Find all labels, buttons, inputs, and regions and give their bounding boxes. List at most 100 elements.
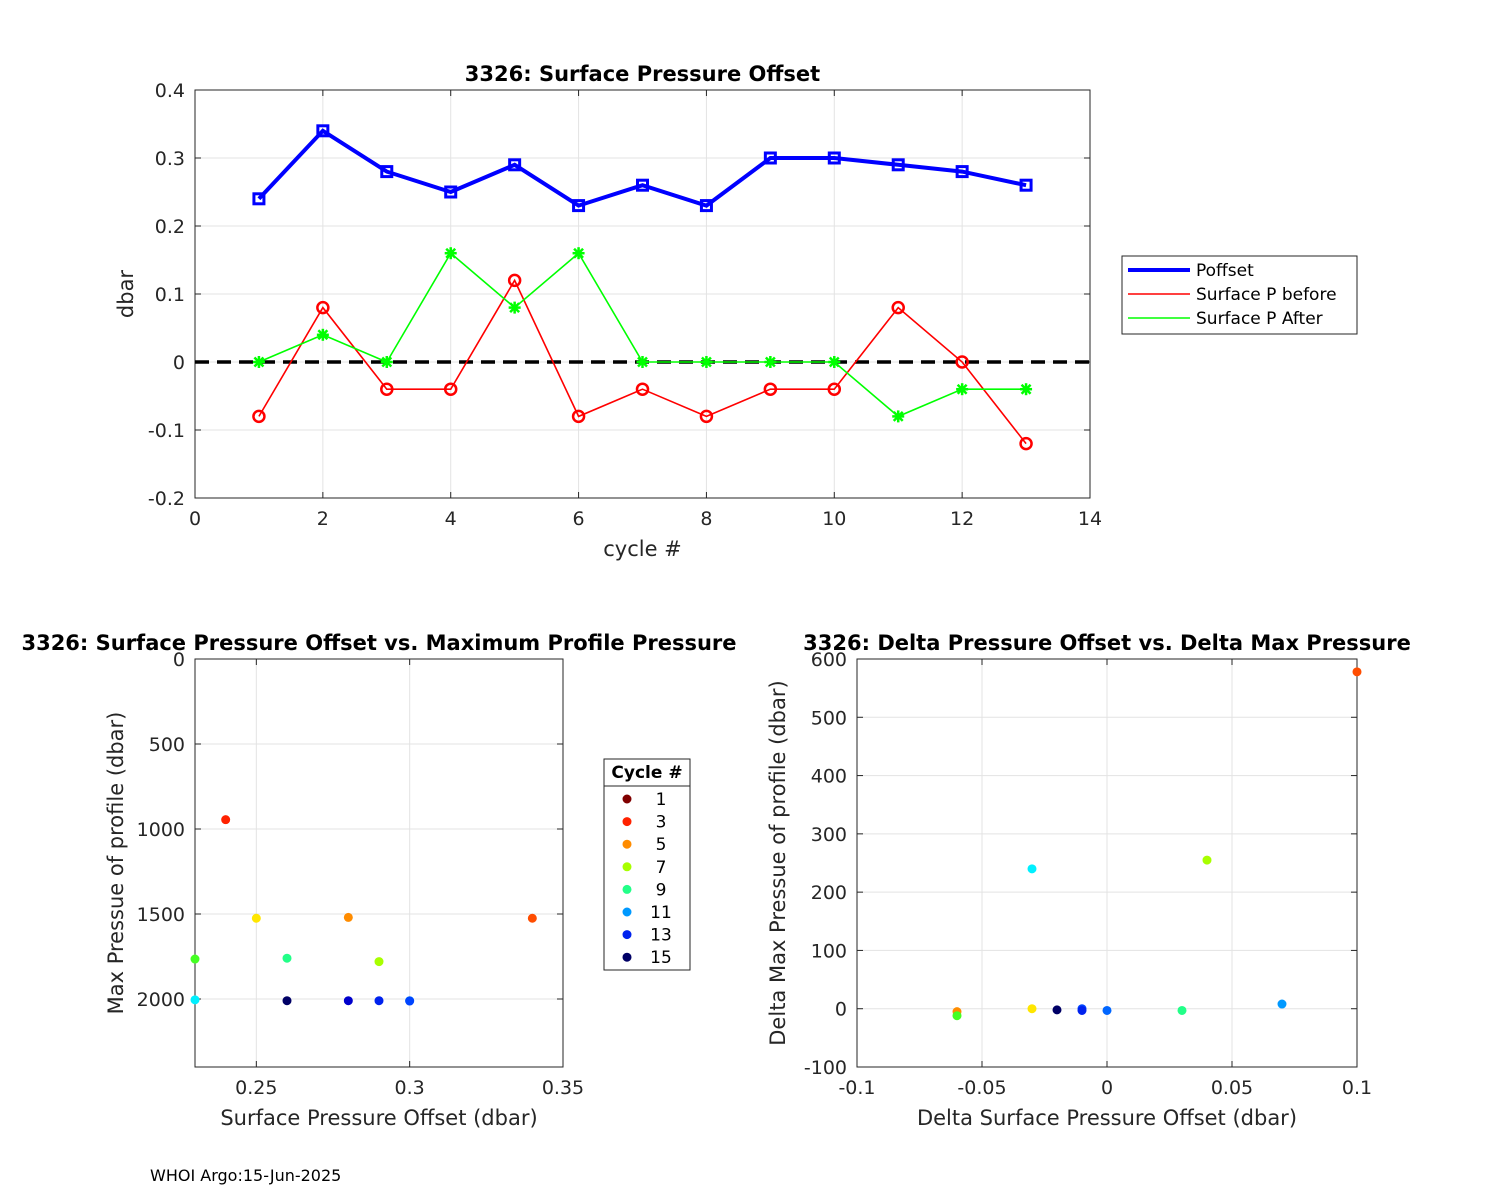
x-tick-label: 6 xyxy=(573,508,585,530)
y-tick-label: 1000 xyxy=(137,819,185,841)
x-tick-label: 8 xyxy=(700,508,712,530)
x-axis-label: Surface Pressure Offset (dbar) xyxy=(220,1106,537,1130)
asterisk-stroke xyxy=(445,247,457,259)
chart-title: 3326: Surface Pressure Offset vs. Maximu… xyxy=(21,631,736,655)
scatter-point xyxy=(1077,1005,1087,1015)
scatter-point xyxy=(1352,667,1362,677)
y-axis-label: Max Pressue of profile (dbar) xyxy=(104,712,128,1015)
legend-swatch xyxy=(622,817,632,827)
asterisk-stroke xyxy=(764,356,776,368)
x-tick-label: 0.25 xyxy=(235,1077,277,1099)
y-axis-label: Delta Max Pressue of profile (dbar) xyxy=(766,680,790,1045)
line-legend: Poffset Surface P before Surface P After xyxy=(1121,255,1358,335)
legend-label: 9 xyxy=(656,880,667,900)
asterisk-stroke xyxy=(892,411,904,422)
asterisk-stroke xyxy=(701,356,712,368)
asterisk-stroke xyxy=(828,356,840,368)
data-point xyxy=(699,409,714,424)
data-point xyxy=(380,165,394,179)
x-tick-label: 0.05 xyxy=(1211,1077,1253,1099)
data-point xyxy=(636,356,649,368)
y-tick-label: 200 xyxy=(811,882,847,904)
chart-3: -0.1 -0.05 0 0.05 0.1 -100 0 100 200 300 400 500 600… xyxy=(766,631,1411,1130)
data-point xyxy=(1019,436,1033,451)
data-point xyxy=(955,165,969,179)
y-tick-label: 100 xyxy=(811,940,847,962)
data-point xyxy=(572,247,585,260)
y-tick-label: 0 xyxy=(835,999,847,1021)
y-tick-label: 400 xyxy=(811,766,847,788)
x-axis-label: cycle # xyxy=(603,537,682,561)
data-point xyxy=(635,382,650,396)
scatter-point xyxy=(221,815,231,825)
asterisk-stroke xyxy=(1020,383,1032,395)
x-tick-label: 2 xyxy=(317,508,329,530)
legend-label: 15 xyxy=(650,948,672,968)
x-tick-label: 12 xyxy=(950,508,974,530)
data-point xyxy=(252,192,266,206)
data-point xyxy=(763,151,777,165)
scatter-point xyxy=(1102,1005,1112,1015)
scatter-point xyxy=(1202,855,1212,865)
x-axis-label: Delta Surface Pressure Offset (dbar) xyxy=(917,1106,1297,1130)
y-tick-label: 0 xyxy=(173,649,185,671)
data-point xyxy=(764,356,777,368)
asterisk-stroke xyxy=(956,383,968,395)
legend-label: Surface P before xyxy=(1196,285,1337,305)
data-point xyxy=(252,356,265,368)
data-point xyxy=(571,409,586,424)
axes-box xyxy=(194,658,564,1068)
data-point xyxy=(1020,383,1033,396)
y-tick-label: 0.2 xyxy=(155,216,185,238)
data-point xyxy=(700,356,713,368)
data-point xyxy=(636,178,649,192)
data-point xyxy=(444,247,457,260)
legend-swatch xyxy=(622,884,632,894)
legend-label: Surface P After xyxy=(1196,309,1323,329)
data-point xyxy=(252,409,266,424)
x-tick-label: 4 xyxy=(445,508,457,530)
data-point xyxy=(891,158,905,172)
legend-box xyxy=(603,758,691,971)
data-point xyxy=(316,124,330,138)
legend-swatch xyxy=(622,930,632,940)
legend-label: 13 xyxy=(650,926,672,946)
data-point xyxy=(316,328,329,341)
legend-label: 1 xyxy=(656,790,667,810)
legend-swatch xyxy=(622,862,632,872)
scatter-point xyxy=(1027,1004,1037,1014)
scatter-point xyxy=(282,996,292,1006)
scatter-point xyxy=(190,954,200,964)
y-tick-label: 500 xyxy=(811,707,847,729)
legend-label: 11 xyxy=(650,903,672,923)
scatter-point xyxy=(1177,1005,1187,1015)
legend-swatch xyxy=(622,907,632,917)
y-axis-label: dbar xyxy=(114,270,138,319)
y-tick-label: -0.2 xyxy=(148,488,185,510)
x-tick-label: -0.05 xyxy=(957,1077,1006,1099)
chart-1: 0 2 4 6 8 10 12 14 -0.2 -0.1 0 0.1 0.2 0.3 0.4 3326: Su… xyxy=(114,62,1102,561)
series-line-0 xyxy=(257,128,1027,208)
scatter-point xyxy=(251,913,261,923)
chart-title: 3326: Surface Pressure Offset xyxy=(465,62,820,86)
asterisk-stroke xyxy=(253,356,265,368)
legend-label: Poffset xyxy=(1196,261,1254,281)
x-tick-label: 14 xyxy=(1078,508,1102,530)
data-point xyxy=(572,199,586,213)
data-point xyxy=(827,151,841,165)
series-line-1 xyxy=(258,278,1027,445)
y-tick-label: -0.1 xyxy=(148,420,185,442)
data-point xyxy=(380,356,393,368)
scatter-point xyxy=(527,913,537,923)
data-point xyxy=(444,185,458,199)
asterisk-stroke xyxy=(317,329,329,341)
legend-label: 3 xyxy=(656,813,667,833)
legend-swatch xyxy=(622,952,632,962)
asterisk-stroke xyxy=(381,356,393,368)
y-tick-label: -100 xyxy=(804,1057,847,1079)
legend-label: 5 xyxy=(656,835,667,855)
scatter-point xyxy=(1027,864,1037,874)
y-tick-label: 0 xyxy=(173,352,185,374)
